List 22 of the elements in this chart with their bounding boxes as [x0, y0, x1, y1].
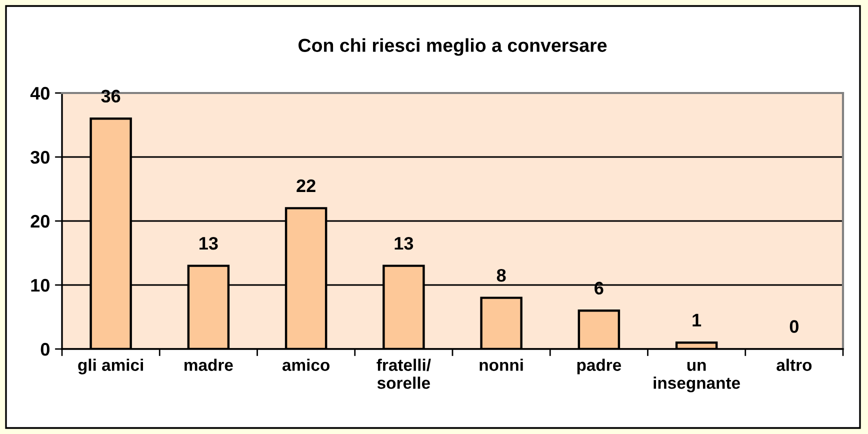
x-tick-label: fratelli/ sorelle: [376, 358, 431, 389]
x-tick-label: un insegnante: [654, 362, 740, 392]
y-tick-label: 0: [40, 342, 50, 356]
x-tick-label: gli amici: [78, 358, 143, 374]
x-tick-label: nonni: [480, 358, 523, 371]
y-tick-label: 20: [30, 214, 50, 228]
x-tick-label: amico: [282, 358, 330, 371]
data-label: 1: [692, 314, 702, 326]
y-tick-label: 30: [30, 150, 50, 164]
data-label: 0: [790, 320, 798, 333]
data-label: 8: [496, 268, 506, 282]
x-tick-label: madre: [184, 358, 233, 371]
x-tick-label: padre: [577, 358, 622, 374]
data-label: 36: [101, 90, 120, 103]
data-label: 22: [296, 179, 316, 192]
chart-title: Con chi riesci meglio a conversare: [298, 38, 607, 56]
data-label: 13: [394, 236, 414, 250]
y-tick-label: 10: [31, 278, 50, 292]
data-label: 13: [200, 236, 218, 250]
data-label: 6: [594, 282, 604, 295]
x-tick-label: altro: [776, 358, 812, 371]
y-tick-label: 40: [30, 86, 50, 100]
